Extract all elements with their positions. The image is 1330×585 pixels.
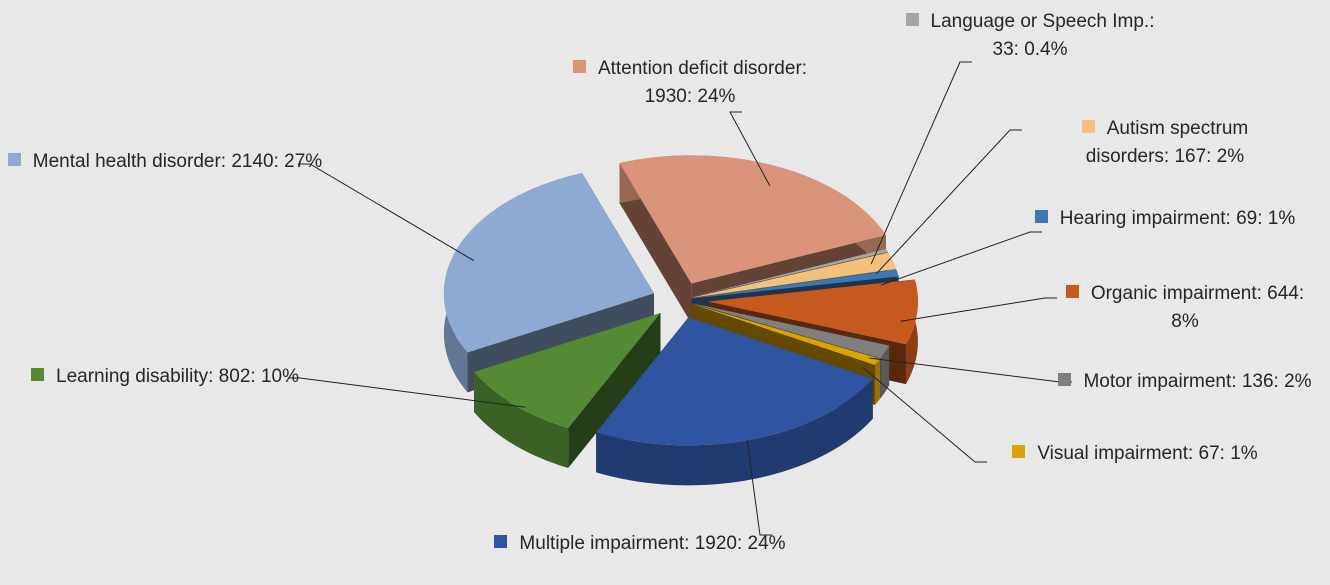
legend-swatch [494,535,508,548]
legend-swatch [1012,445,1026,458]
slice-side [619,163,692,324]
leader-line [298,163,475,262]
legend-swatch [572,60,586,73]
slice [690,303,881,365]
slice-wall [880,345,890,399]
legend-swatch [1058,373,1072,386]
legend-swatch [31,368,45,381]
label-text: Mental health disorder: 2140: 27% [32,151,323,172]
slice [619,155,886,284]
leader-line [870,61,972,265]
label-text: Attention deficit disorder: 1930: 24% [597,58,808,107]
label-text: Organic impairment: 644: 8% [1090,283,1305,332]
leader-line [862,366,987,463]
legend-swatch [905,13,919,26]
data-label: Organic impairment: 644: 8% [1050,280,1320,336]
slice [691,269,899,299]
slice [691,302,890,359]
slice [691,248,888,298]
data-label: Learning disability: 802: 10% [5,363,325,391]
legend-swatch [7,153,21,166]
slice [474,313,661,428]
leader-line [729,111,771,186]
slice-wall [474,371,569,468]
slice [596,317,873,486]
leader-line [880,231,1042,286]
leader-line [900,297,1057,322]
data-label: Mental health disorder: 2140: 27% [5,148,325,176]
legend-swatch [1065,285,1079,298]
data-label: Language or Speech Imp.: 33: 0.4% [900,8,1160,64]
slice [707,279,918,345]
data-label: Hearing impairment: 69: 1% [1025,205,1305,233]
data-label: Attention deficit disorder: 1930: 24% [560,55,820,111]
label-text: Motor impairment: 136: 2% [1083,371,1312,392]
label-text: Autism spectrum disorders: 167: 2% [1085,118,1249,167]
slice [691,252,897,298]
data-label: Autism spectrum disorders: 167: 2% [1045,115,1285,171]
legend-swatch [1034,210,1048,223]
label-text: Learning disability: 802: 10% [56,366,299,387]
leader-line [288,377,526,408]
data-label: Visual impairment: 67: 1% [990,440,1280,468]
data-label: Multiple impairment: 1920: 24% [490,530,790,558]
label-text: Visual impairment: 67: 1% [1037,443,1258,464]
legend-swatch [1081,120,1095,133]
slice [596,317,873,446]
label-text: Language or Speech Imp.: 33: 0.4% [930,11,1155,60]
leader-line [746,439,772,536]
slice [443,173,654,353]
label-text: Multiple impairment: 1920: 24% [519,533,786,554]
slice-wall [596,378,873,486]
data-label: Motor impairment: 136: 2% [1055,368,1315,396]
slice [474,313,661,468]
leader-line [876,129,1022,274]
label-text: Hearing impairment: 69: 1% [1059,208,1296,229]
slice-wall [874,358,881,405]
